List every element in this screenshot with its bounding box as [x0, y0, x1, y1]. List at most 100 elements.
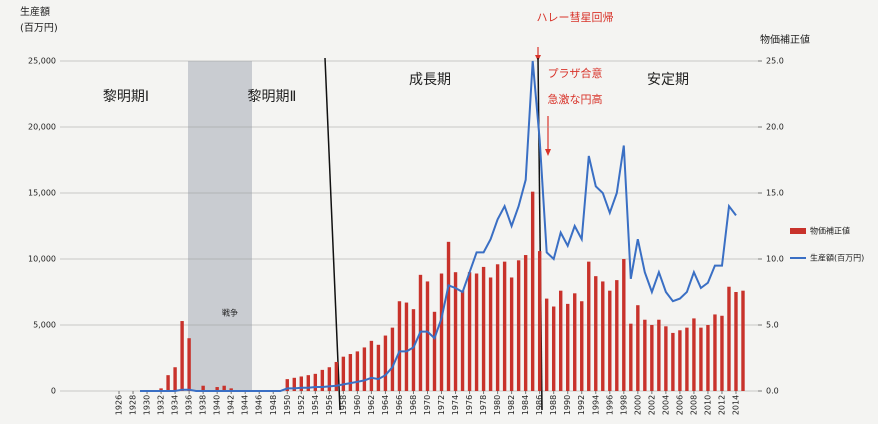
x-tick-label: 1976 — [465, 395, 474, 415]
bar — [285, 379, 289, 391]
x-tick-label: 1938 — [199, 395, 208, 415]
x-tick-label: 2012 — [717, 395, 726, 415]
y-tick-label: 0 — [51, 387, 56, 396]
x-tick-label: 2004 — [661, 395, 670, 415]
x-tick-label: 1952 — [297, 395, 306, 415]
annotation: 安定期 — [647, 72, 689, 88]
y2-axis-label: 物価補正値 — [760, 33, 810, 46]
bar — [566, 303, 570, 391]
bar — [292, 377, 296, 391]
x-tick-label: 1930 — [143, 395, 152, 415]
bar — [180, 321, 184, 391]
bar — [530, 191, 535, 391]
bar — [306, 375, 311, 391]
x-tick-label: 1970 — [423, 395, 432, 415]
bar — [355, 351, 360, 391]
bar — [446, 241, 451, 391]
x-tick-label: 2002 — [647, 395, 656, 415]
bar — [650, 325, 654, 391]
x-tick-label: 1928 — [129, 395, 138, 415]
x-tick-label: 2010 — [703, 395, 712, 415]
bar — [699, 327, 703, 391]
x-tick-label: 1974 — [451, 395, 460, 415]
bar — [460, 290, 465, 391]
x-tick-label: 1978 — [479, 395, 488, 415]
bar — [201, 385, 205, 391]
x-tick-label: 1984 — [521, 395, 530, 415]
line — [140, 60, 737, 392]
x-tick-label: 2000 — [633, 395, 642, 415]
war-band — [188, 61, 252, 391]
bar — [467, 272, 472, 391]
x-tick-label: 2014 — [731, 395, 740, 415]
y-axis-label: (百万円) — [20, 22, 58, 34]
bar — [692, 318, 696, 391]
bar — [313, 373, 318, 391]
x-tick-label: 1944 — [241, 395, 250, 415]
bar — [551, 306, 556, 391]
bar — [629, 323, 633, 391]
y-tick-label: 15,000 — [28, 189, 56, 198]
bar — [369, 340, 374, 391]
bar — [334, 361, 339, 391]
bar — [573, 293, 577, 391]
bar — [509, 277, 514, 391]
x-tick-label: 1988 — [549, 395, 558, 415]
bar — [222, 385, 226, 391]
x-tick-label: 1942 — [227, 395, 236, 415]
bar — [544, 298, 549, 391]
y2-tick-label: 10.0 — [766, 255, 784, 264]
bar — [341, 356, 346, 391]
x-tick-label: 1982 — [507, 395, 516, 415]
x-tick-label: 1948 — [269, 395, 278, 415]
bar — [166, 375, 170, 391]
bar — [657, 319, 661, 391]
x-tick-label: 1958 — [339, 395, 348, 415]
bar — [713, 314, 717, 391]
x-tick-label: 1956 — [325, 395, 334, 415]
arrow-head — [545, 149, 551, 156]
bar — [664, 326, 668, 391]
bar — [523, 255, 528, 391]
bar — [495, 264, 500, 391]
y2-tick-label: 0.0 — [766, 387, 779, 396]
bar — [488, 277, 493, 391]
annotation: ハレー彗星回帰 — [537, 11, 614, 24]
bar — [376, 344, 381, 391]
x-tick-label: 1932 — [157, 395, 166, 415]
y-tick-label: 25,000 — [28, 57, 56, 66]
bar — [706, 325, 710, 391]
y-axis-label: 生産額 — [20, 5, 50, 18]
bar — [299, 376, 303, 391]
annotation: 黎明期Ⅱ — [248, 89, 297, 105]
x-tick-label: 1980 — [493, 395, 502, 415]
bar — [229, 388, 233, 391]
bar — [432, 311, 437, 391]
bar — [559, 290, 563, 391]
annotation: 成長期 — [409, 72, 451, 88]
bar — [397, 301, 402, 391]
bar — [594, 276, 598, 391]
bar — [481, 266, 486, 391]
x-tick-label: 1936 — [185, 395, 194, 415]
x-tick-label: 1966 — [395, 395, 404, 415]
bar — [587, 261, 591, 391]
legend-label: 物価補正値 — [810, 226, 850, 236]
bar — [734, 292, 738, 391]
bar — [678, 330, 682, 391]
bar — [383, 335, 388, 391]
bar — [362, 347, 367, 391]
y2-tick-label: 5.0 — [766, 321, 779, 330]
bar — [671, 332, 675, 391]
x-tick-label: 1954 — [311, 395, 320, 415]
bar — [580, 301, 584, 391]
x-tick-label: 1996 — [605, 395, 614, 415]
y-tick-label: 5,000 — [33, 321, 56, 330]
x-tick-label: 1940 — [213, 395, 222, 415]
bar — [474, 273, 479, 391]
period-divider — [324, 57, 341, 411]
x-tick-label: 1994 — [591, 395, 600, 415]
bar — [502, 261, 507, 391]
x-tick-label: 1926 — [115, 395, 124, 415]
